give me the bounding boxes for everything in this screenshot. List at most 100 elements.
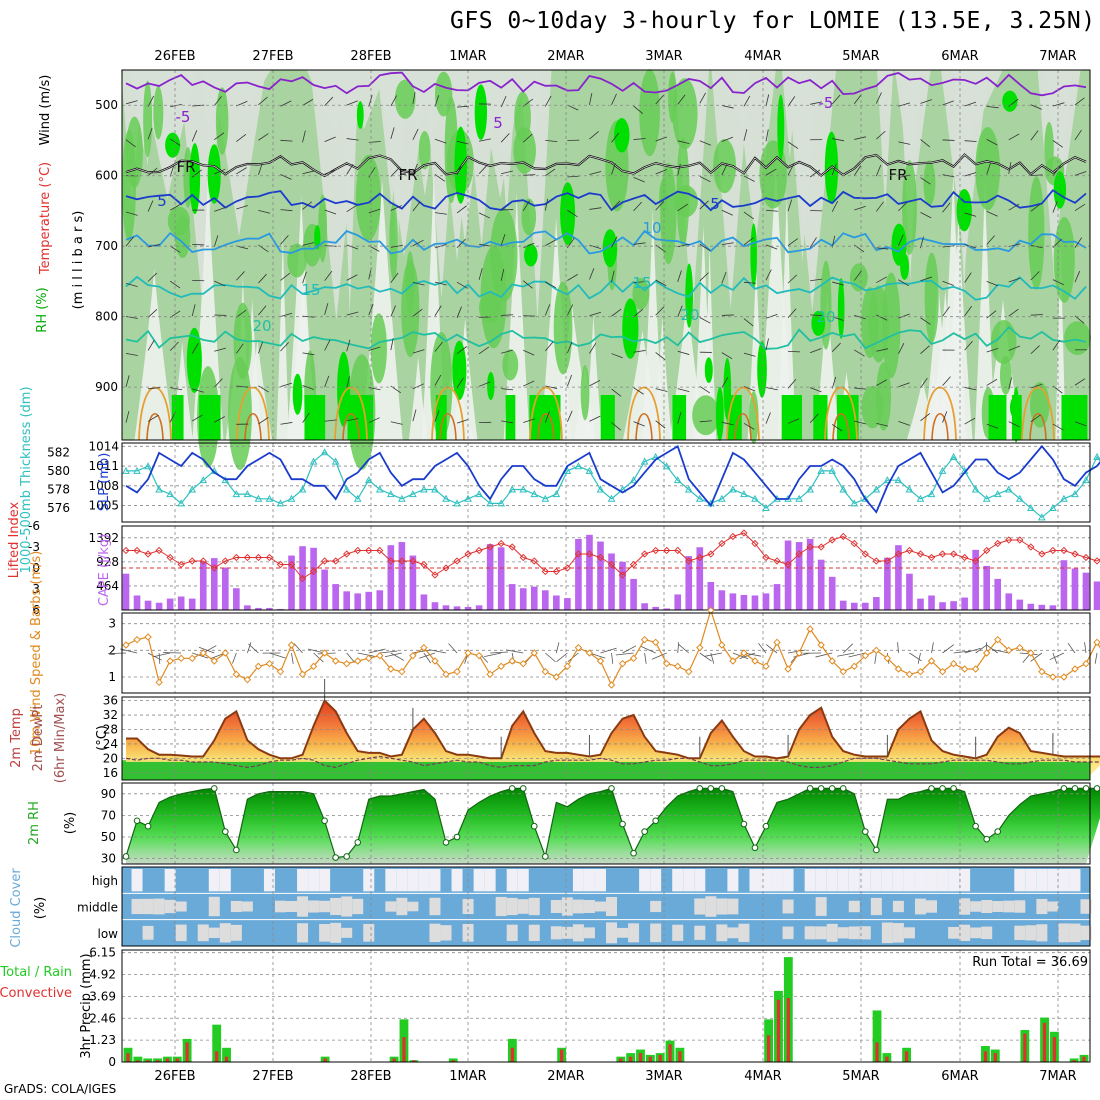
cape-bar	[950, 601, 957, 610]
wind-barb	[324, 375, 330, 388]
wind-barb	[986, 211, 998, 217]
wind-barb	[898, 382, 910, 388]
wind-barb	[699, 243, 711, 251]
lifted-index-marker	[784, 560, 792, 569]
thickness-marker	[751, 494, 759, 502]
wind-speed-marker	[629, 654, 638, 663]
wind-speed-marker	[497, 662, 505, 671]
rh-marker	[508, 785, 516, 792]
wind-barb-10m	[412, 649, 431, 654]
lifted-index-marker	[828, 536, 836, 544]
cloud-cell	[815, 868, 827, 892]
x-tick-label-bottom: 7MAR	[1039, 1069, 1076, 1084]
rh-saturated-region	[435, 395, 447, 440]
rh-moist-region	[370, 313, 387, 384]
cloud-cell	[263, 868, 275, 892]
wind-barb	[1074, 270, 1081, 283]
wind-barb	[1008, 421, 1020, 428]
cloud-cell	[914, 868, 926, 892]
slp-line	[125, 444, 1100, 514]
cape-bar	[542, 590, 549, 610]
wind-barb-10m	[815, 652, 833, 658]
wind-barb-10m	[600, 647, 617, 654]
precip-frame	[121, 949, 1091, 1063]
wind-barb	[214, 347, 226, 352]
wind-barb	[655, 169, 667, 175]
rh-moist-region	[389, 202, 398, 281]
wind-barb	[1074, 203, 1086, 212]
thickness-marker	[122, 466, 130, 474]
wind-speed-marker	[1016, 643, 1024, 652]
rh-saturated-region	[813, 395, 828, 440]
cape-bar	[784, 540, 792, 610]
wind-barb	[831, 163, 837, 176]
wind-barb	[876, 379, 888, 386]
thickness-tick-label: 582	[47, 445, 70, 459]
wind-barb	[236, 309, 247, 318]
wind-speed-marker	[519, 659, 527, 668]
wind-barb	[125, 100, 138, 105]
rh-marker	[210, 785, 218, 792]
cloud-cell	[297, 896, 309, 917]
rh-marker	[641, 828, 648, 835]
precip-convective-bar	[185, 1042, 189, 1062]
rh-moist-region	[660, 162, 677, 265]
thickness-marker	[563, 466, 572, 474]
lifted-index-marker	[817, 543, 825, 551]
wind-barb-10m	[192, 652, 209, 659]
lifted-index-marker	[607, 560, 616, 569]
cloud-cell	[672, 868, 684, 892]
cloud-cell	[230, 924, 242, 941]
wind-barb	[633, 138, 646, 140]
rh-saturated-region	[1011, 395, 1022, 440]
precip-tick-label: 2.46	[89, 1011, 116, 1025]
wind-barb	[964, 272, 972, 283]
wind-barb	[677, 270, 682, 283]
thickness-marker	[1038, 513, 1046, 521]
wind-barb	[434, 305, 442, 317]
thickness-marker	[971, 485, 980, 493]
rh-moist-region	[126, 116, 143, 189]
wind-barb	[655, 420, 666, 429]
isotherm-label: 20	[252, 317, 271, 335]
wind-barb	[589, 244, 602, 250]
wind-tick-label: 1	[108, 670, 116, 684]
rh-marker	[354, 839, 362, 846]
temperature-axis-label: Temperature (°C)	[38, 162, 53, 275]
rh-dry-region	[341, 70, 387, 130]
wind-barb	[125, 316, 138, 319]
cloud-cell	[197, 924, 209, 942]
cloud-cell	[572, 868, 584, 892]
lifted-index-marker	[177, 560, 185, 569]
isotherm-label: 20	[680, 306, 699, 324]
lifted-index-marker	[894, 550, 903, 558]
cloud-cell	[561, 926, 573, 939]
thickness-marker	[596, 485, 605, 493]
wind-barb	[611, 308, 622, 317]
wind-barb	[765, 209, 778, 212]
cape-bar	[376, 590, 384, 610]
cape-contour	[236, 386, 270, 441]
wind-barb	[1008, 133, 1020, 141]
thickness-marker	[684, 485, 693, 493]
cloud-cell	[396, 897, 408, 916]
wind-speed-marker	[894, 665, 903, 673]
wind-barb	[191, 169, 202, 178]
lifted-index-marker	[420, 560, 428, 569]
cape-bar	[1038, 604, 1046, 610]
wind-barb-10m	[120, 648, 138, 654]
lifted-index-marker	[685, 557, 693, 565]
wind-barb-10m	[964, 647, 981, 654]
cloud-cell	[274, 900, 286, 913]
wind-barb	[876, 201, 884, 212]
wind-barb	[500, 268, 505, 281]
wind-barb	[567, 410, 573, 422]
thickness-marker	[442, 494, 450, 502]
cloud-cell	[937, 868, 949, 892]
wind-barb	[854, 136, 867, 140]
x-tick-label-top: 28FEB	[350, 49, 391, 64]
wind-barb	[699, 420, 712, 423]
wind-barb	[699, 140, 712, 146]
cloud-cell	[1058, 923, 1070, 943]
wind-barb	[456, 140, 469, 145]
